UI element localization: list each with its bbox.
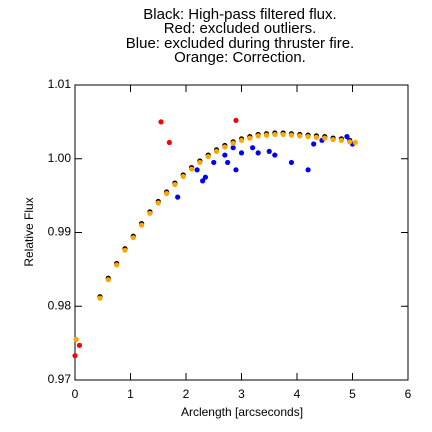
point (338, 137, 344, 143)
x-tick-label: 0 (72, 387, 79, 401)
point (172, 181, 178, 188)
point (233, 167, 239, 173)
title-line: Black: High-pass filtered flux. (143, 6, 336, 23)
point (211, 159, 217, 166)
point (238, 137, 245, 143)
point (130, 235, 136, 241)
title-line: Red: excluded outliers. (164, 20, 317, 37)
point (344, 134, 350, 140)
y-tick-label: 0.97 (48, 372, 72, 386)
point (247, 135, 253, 141)
point (297, 133, 303, 139)
x-tick-label: 4 (294, 387, 301, 401)
point (272, 131, 278, 138)
point (263, 132, 270, 138)
point (97, 295, 103, 301)
plot-frame (74, 84, 409, 381)
title-line: Blue: excluded during thruster fire. (126, 35, 354, 52)
point (105, 277, 111, 283)
point (175, 194, 181, 200)
point (313, 134, 320, 140)
point (305, 167, 311, 173)
point (230, 145, 236, 151)
point (352, 139, 358, 146)
point (139, 222, 145, 228)
point (163, 190, 170, 197)
x-tick-label: 6 (405, 387, 412, 401)
point (194, 167, 200, 173)
point (288, 159, 295, 166)
point (230, 140, 236, 146)
y-axis-label: Relative Flux (22, 197, 36, 266)
point (225, 159, 231, 166)
point (255, 150, 261, 156)
y-tick-label: 1.01 (48, 77, 72, 91)
y-tick-label: 1.00 (48, 151, 72, 165)
point (322, 135, 328, 141)
point (305, 134, 311, 140)
point (233, 117, 239, 123)
point (205, 153, 211, 160)
point (114, 262, 120, 268)
point (73, 336, 79, 343)
point (202, 174, 209, 180)
point (122, 247, 128, 253)
point (222, 152, 228, 158)
point (158, 119, 164, 125)
point (272, 152, 278, 158)
x-tick-label: 3 (238, 387, 245, 401)
point (288, 132, 295, 138)
point (255, 133, 261, 139)
y-tick-label: 0.98 (48, 298, 72, 312)
point (330, 136, 336, 143)
point (76, 342, 83, 348)
point (311, 141, 317, 147)
point (197, 159, 203, 166)
point (347, 139, 353, 145)
point (147, 210, 153, 216)
x-tick-label: 1 (127, 387, 134, 401)
x-axis-label: Arclength [arcseconds] (181, 405, 303, 419)
point (72, 353, 78, 359)
x-tick-label: 5 (349, 387, 356, 401)
point (188, 166, 195, 172)
point (166, 139, 172, 146)
point (238, 150, 245, 156)
point (222, 144, 228, 150)
point (266, 148, 272, 154)
x-tick-label: 2 (183, 387, 190, 401)
point (180, 173, 186, 180)
point (213, 148, 220, 154)
point (200, 178, 206, 184)
point (250, 145, 256, 151)
y-tick-label: 0.99 (48, 225, 72, 239)
title-line: Orange: Correction. (174, 49, 306, 66)
point (280, 131, 286, 138)
point (155, 200, 161, 206)
